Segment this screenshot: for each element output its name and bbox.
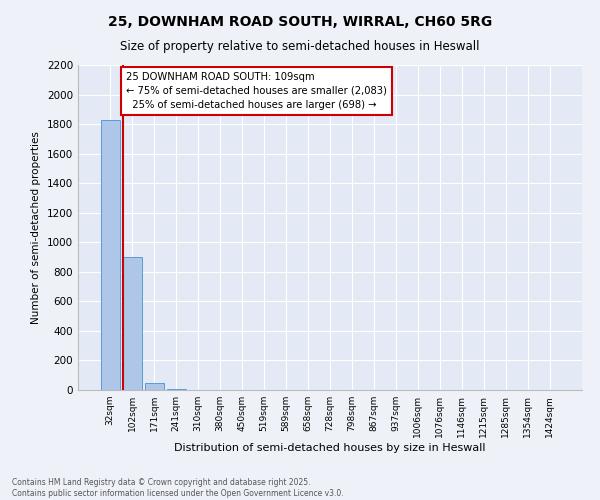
Text: 25, DOWNHAM ROAD SOUTH, WIRRAL, CH60 5RG: 25, DOWNHAM ROAD SOUTH, WIRRAL, CH60 5RG [108, 15, 492, 29]
Text: 25 DOWNHAM ROAD SOUTH: 109sqm
← 75% of semi-detached houses are smaller (2,083)
: 25 DOWNHAM ROAD SOUTH: 109sqm ← 75% of s… [126, 72, 387, 110]
Bar [123, 257, 142, 390]
Bar [101, 120, 119, 390]
Text: Size of property relative to semi-detached houses in Heswall: Size of property relative to semi-detach… [120, 40, 480, 53]
Y-axis label: Number of semi-detached properties: Number of semi-detached properties [31, 131, 41, 324]
Bar [145, 382, 164, 390]
X-axis label: Distribution of semi-detached houses by size in Heswall: Distribution of semi-detached houses by … [174, 442, 486, 452]
Text: Contains HM Land Registry data © Crown copyright and database right 2025.
Contai: Contains HM Land Registry data © Crown c… [12, 478, 344, 498]
